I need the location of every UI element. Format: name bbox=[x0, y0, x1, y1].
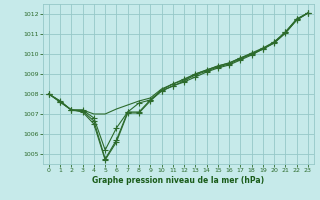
X-axis label: Graphe pression niveau de la mer (hPa): Graphe pression niveau de la mer (hPa) bbox=[92, 176, 264, 185]
